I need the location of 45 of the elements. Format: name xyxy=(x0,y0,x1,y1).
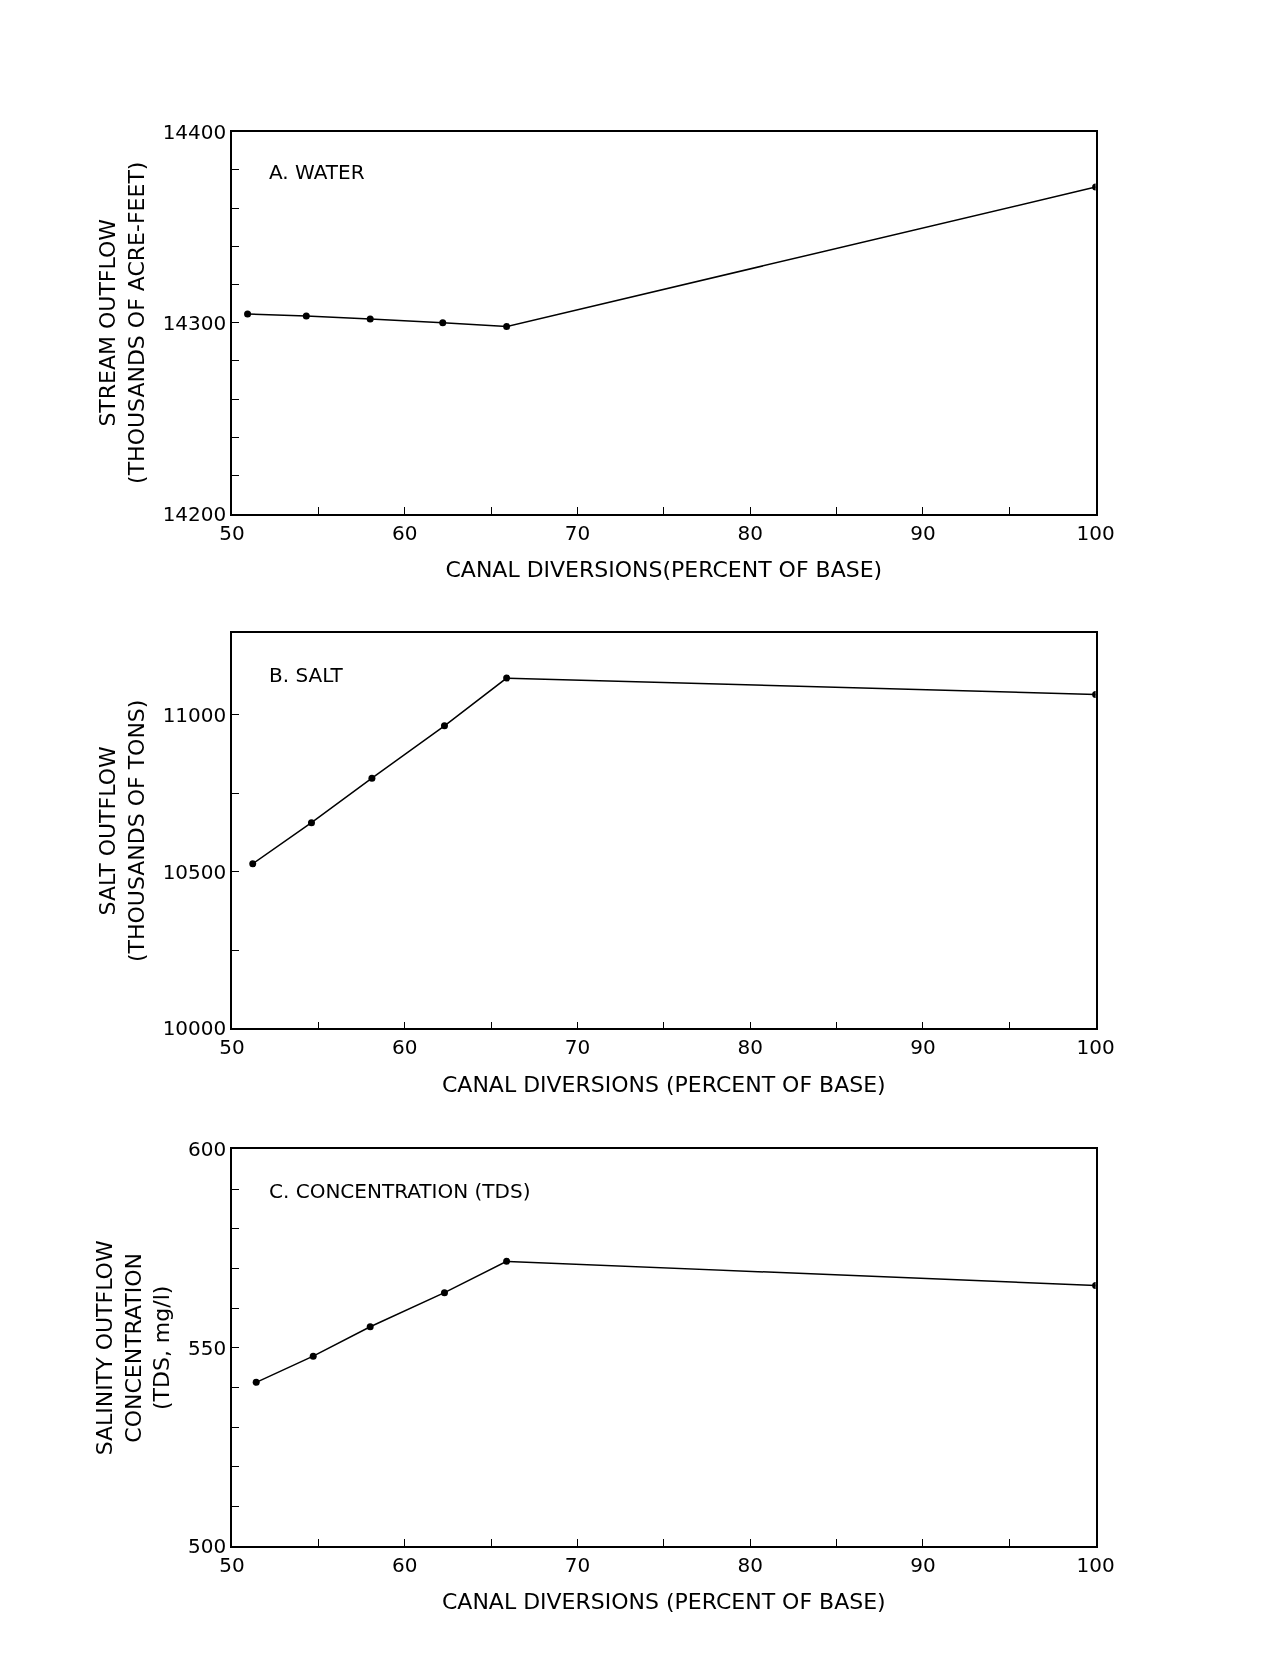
y-axis-title: SALT OUTFLOW (THOUSANDS OF TONS) xyxy=(95,699,149,963)
y-tick-label: 11000 xyxy=(162,702,227,727)
x-tick-label: 100 xyxy=(1076,1035,1115,1060)
x-tick-label: 60 xyxy=(392,520,418,545)
point xyxy=(503,1257,511,1265)
point xyxy=(439,319,447,327)
x-tick-label: 70 xyxy=(564,1552,591,1577)
x-tick-label: 70 xyxy=(564,520,591,545)
y-tick-label: 14300 xyxy=(162,310,227,335)
x-tick-label: 90 xyxy=(910,1035,936,1060)
y-tick-label: 10500 xyxy=(162,859,227,884)
point xyxy=(244,310,252,318)
text: B. SALT xyxy=(269,663,344,687)
x-tick-label: 70 xyxy=(564,1035,591,1060)
point xyxy=(366,315,374,323)
point xyxy=(307,819,315,827)
point xyxy=(302,312,310,320)
point xyxy=(503,674,511,682)
y-tick-label: 550 xyxy=(188,1335,227,1360)
y-tick-label: 600 xyxy=(188,1137,227,1162)
text: A. WATER xyxy=(269,160,365,184)
point xyxy=(503,323,511,331)
x-axis-title: CANAL DIVERSIONS (PERCENT OF BASE) xyxy=(441,1589,886,1615)
x-tick-label: 100 xyxy=(1076,1552,1115,1577)
x-tick-label: 60 xyxy=(392,1035,418,1060)
x-tick-label: 80 xyxy=(737,1552,763,1577)
y-tick-label: 14400 xyxy=(162,119,227,144)
y-axis-title: STREAM OUTFLOW (THOUSANDS OF ACRE-FEET) xyxy=(95,161,149,484)
point xyxy=(368,774,376,782)
x-tick-label: 90 xyxy=(910,1552,936,1577)
x-axis-title: CANAL DIVERSIONS (PERCENT OF BASE) xyxy=(441,1071,886,1097)
point xyxy=(366,1323,374,1331)
x-tick-label: 100 xyxy=(1076,520,1115,545)
point xyxy=(440,722,448,730)
x-tick-label: 80 xyxy=(737,1035,763,1060)
point xyxy=(309,1352,317,1360)
point xyxy=(249,860,257,868)
x-tick-label: 60 xyxy=(392,1552,418,1577)
point xyxy=(440,1289,448,1297)
y-axis-title: SALINITY OUTFLOW CONCENTRATION (TDS, mg/l) xyxy=(92,1240,175,1456)
x-tick-label: 80 xyxy=(737,520,763,545)
text: C. CONCENTRATION (TDS) xyxy=(269,1179,531,1203)
x-axis-title: CANAL DIVERSIONS(PERCENT OF BASE) xyxy=(445,557,883,583)
x-tick-label: 90 xyxy=(910,520,936,545)
point xyxy=(252,1378,260,1386)
